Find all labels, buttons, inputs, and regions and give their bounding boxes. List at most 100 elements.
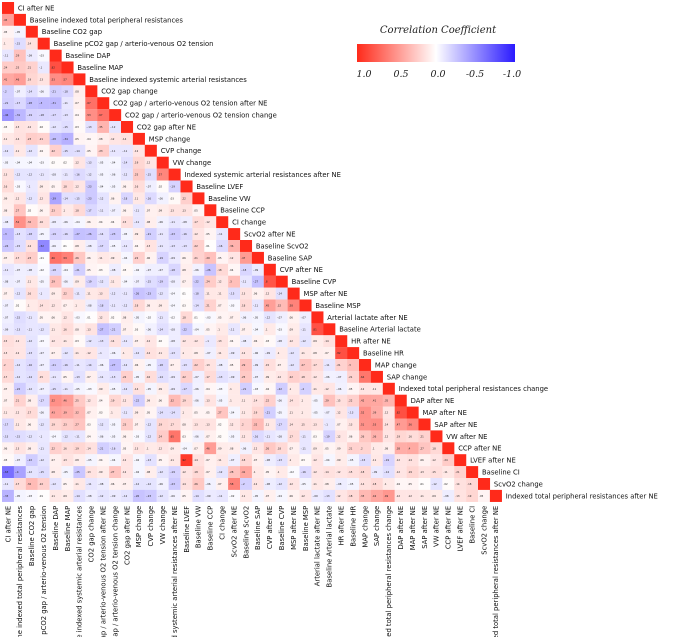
cell-value-label: .19: [408, 470, 412, 474]
cell-value-label: -.05: [253, 494, 258, 498]
cell-value-label: .56: [408, 422, 412, 426]
heatmap-cell: [394, 454, 407, 467]
cell-value-label: -.07: [3, 315, 8, 319]
cell-value-label: -.07: [15, 268, 20, 272]
heatmap-cell: [370, 478, 383, 491]
cell-value-label: .17: [15, 482, 19, 486]
heatmap-diagonal-cell: [263, 263, 276, 276]
cell-value-label: -.16: [146, 196, 151, 200]
cell-value-label: .09: [75, 280, 79, 284]
cell-value-label: .09: [336, 446, 340, 450]
heatmap-cell: [85, 323, 98, 336]
column-label: CO2 gap change: [88, 506, 96, 563]
heatmap-cell: [216, 466, 229, 479]
cell-value-label: -.07: [301, 315, 306, 319]
heatmap-cell: [216, 478, 229, 491]
row-label: VW change: [173, 159, 212, 167]
cell-value-label: -.05: [110, 184, 115, 188]
legend-color-bar: [357, 44, 515, 62]
heatmap-cell: [132, 359, 145, 372]
heatmap-cell: [25, 263, 38, 276]
heatmap-cell: [430, 466, 443, 479]
row-label: MSP after NE: [304, 290, 348, 298]
cell-value-label: .12: [182, 470, 186, 474]
cell-value-label: .12: [408, 494, 412, 498]
cell-value-label: .08: [122, 315, 126, 319]
heatmap-cell: [156, 406, 169, 419]
cell-value-label: .02: [15, 303, 19, 307]
cell-value-label: -.11: [301, 327, 306, 331]
heatmap-diagonal-cell: [275, 275, 288, 288]
heatmap-cell: [299, 311, 312, 324]
heatmap-cell: [97, 478, 110, 491]
cell-value-label: .42: [372, 494, 376, 498]
heatmap-cell: [454, 489, 467, 502]
cell-value-label: .05: [146, 411, 150, 415]
heatmap-cell: [37, 251, 50, 264]
heatmap-cell: [121, 263, 134, 276]
heatmap-cell: [2, 478, 15, 491]
heatmap-cell: [323, 335, 336, 348]
cell-value-label: .04: [87, 137, 91, 141]
row-label: SAP after NE: [434, 421, 477, 429]
cell-value-label: -.06: [206, 482, 211, 486]
heatmap-cell: [323, 406, 336, 419]
cell-value-label: .14: [27, 244, 31, 248]
heatmap-cell: [121, 466, 134, 479]
cell-value-label: .07: [277, 363, 281, 367]
heatmap-cell: [228, 287, 241, 300]
heatmap-cell: [85, 430, 98, 443]
cell-value-label: .03: [87, 422, 91, 426]
cell-value-label: .04: [39, 149, 43, 153]
cell-value-label: .06: [420, 458, 424, 462]
heatmap-cell: [121, 382, 134, 395]
cell-value-label: .08: [182, 268, 186, 272]
column-label: CI change: [219, 506, 227, 540]
heatmap-cell: [156, 454, 169, 467]
heatmap-cell: [382, 394, 395, 407]
heatmap-cell: [156, 394, 169, 407]
heatmap-cell: [13, 132, 26, 145]
heatmap-cell: [180, 382, 193, 395]
cell-value-label: .64: [360, 375, 364, 379]
cell-value-label: .23: [63, 422, 67, 426]
cell-value-label: .01: [39, 494, 43, 498]
cell-value-label: -.16: [27, 363, 32, 367]
heatmap-cell: [418, 430, 431, 443]
heatmap-cell: [37, 347, 50, 360]
heatmap-cell: [121, 204, 134, 217]
heatmap-cell: [418, 442, 431, 455]
cell-value-label: -.02: [289, 470, 294, 474]
heatmap-cell: [25, 97, 38, 110]
cell-value-label: .17: [170, 422, 174, 426]
heatmap-cell: [216, 287, 229, 300]
heatmap-cell: [61, 370, 74, 383]
heatmap-cell: [359, 478, 372, 491]
cell-value-label: -.22: [194, 280, 199, 284]
cell-value-label: .15: [122, 220, 126, 224]
cell-value-label: .16: [39, 220, 43, 224]
heatmap-cell: [323, 394, 336, 407]
cell-value-label: -.07: [146, 268, 151, 272]
heatmap-cell: [109, 442, 122, 455]
heatmap-cell: [97, 263, 110, 276]
heatmap-cell: [311, 359, 324, 372]
cell-value-label: .07: [122, 327, 126, 331]
heatmap-cell: [97, 299, 110, 312]
heatmap-cell: [2, 287, 15, 300]
cell-value-label: .13: [206, 363, 210, 367]
heatmap-cell: [2, 73, 15, 86]
cell-value-label: .8: [265, 280, 268, 284]
heatmap-cell: [97, 216, 110, 229]
row-label: ScvO2 after NE: [244, 230, 296, 238]
heatmap-cell: [299, 442, 312, 455]
cell-value-label: .18: [432, 446, 436, 450]
cell-value-label: -.14: [384, 470, 389, 474]
cell-value-label: -.12: [146, 422, 151, 426]
heatmap-cell: [180, 216, 193, 229]
heatmap-cell: [49, 156, 62, 169]
cell-value-label: .03: [182, 434, 186, 438]
heatmap-cell: [61, 109, 74, 122]
heatmap-cell: [275, 406, 288, 419]
cell-value-label: -.09: [206, 494, 211, 498]
